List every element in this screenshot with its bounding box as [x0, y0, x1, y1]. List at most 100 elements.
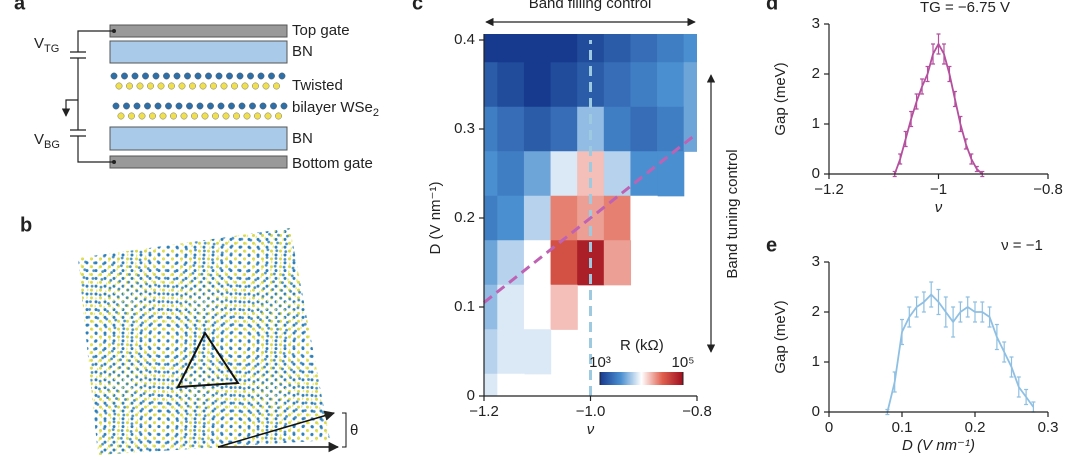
- colorbar: [600, 372, 683, 385]
- y-tick-label: 1: [812, 353, 820, 370]
- voltage-label: VBG: [34, 131, 60, 151]
- atom: [268, 72, 275, 80]
- heatmap-cell: [484, 284, 498, 330]
- atom: [238, 102, 246, 110]
- atom: [264, 112, 272, 120]
- data-line: [886, 293, 1035, 413]
- heatmap-cell: [630, 106, 658, 152]
- heatmap-cell: [523, 34, 552, 63]
- atom: [278, 72, 286, 80]
- ground-arrow: [61, 99, 78, 117]
- atom: [205, 72, 212, 80]
- heatmap-cell: [683, 106, 697, 152]
- heatmap-cell: [577, 151, 605, 197]
- atom: [186, 102, 193, 110]
- heatmap-cell: [657, 151, 685, 197]
- atom: [280, 102, 288, 110]
- y-tick-label: 0: [812, 403, 820, 420]
- atom: [152, 72, 160, 80]
- heatmap-cell: [550, 34, 578, 63]
- y-tick-label: 0.1: [454, 298, 475, 315]
- x-tick-label: −0.8: [682, 403, 712, 420]
- heatmap-cell: [523, 106, 552, 152]
- atom: [131, 72, 139, 80]
- heatmap-cell: [550, 284, 578, 330]
- atom: [226, 72, 233, 80]
- heatmap-cell: [657, 34, 685, 63]
- layer-label: BN: [292, 130, 313, 147]
- atom: [136, 82, 144, 90]
- y-tick-label: 3: [812, 15, 820, 32]
- atom: [128, 112, 135, 120]
- atom: [112, 102, 120, 110]
- colorbar-title: R (kΩ): [620, 337, 664, 354]
- heatmap-cell: [683, 34, 697, 63]
- heatmap-cell: [603, 34, 632, 63]
- atom: [241, 82, 249, 90]
- y-tick-label: 2: [812, 65, 820, 82]
- heatmap-cell: [484, 195, 498, 241]
- x-axis-label: ν: [587, 421, 595, 438]
- layer-label: Bottom gate: [292, 155, 373, 172]
- atom: [147, 82, 154, 90]
- atom: [201, 112, 209, 120]
- layer-label: Top gate: [292, 22, 350, 39]
- angle-arrow: [217, 410, 336, 448]
- atom: [254, 112, 261, 120]
- atom: [252, 82, 259, 90]
- atom: [165, 102, 172, 110]
- moire-cell: [176, 331, 240, 389]
- heatmap-cell: [523, 151, 552, 197]
- heatmap-cell: [484, 329, 498, 375]
- x-tick-label: 0.1: [892, 419, 913, 436]
- heatmap-cell: [484, 373, 498, 396]
- heatmap-cell: [497, 106, 525, 152]
- heatmap-cell: [497, 195, 525, 241]
- atom: [157, 82, 165, 90]
- bn-layer: [109, 40, 288, 64]
- layer-label: Twisted: [292, 77, 343, 94]
- atom: [207, 102, 214, 110]
- atom: [199, 82, 207, 90]
- atom: [270, 102, 277, 110]
- heatmap-cell: [523, 240, 552, 286]
- y-axis-label: D (V nm⁻¹): [427, 182, 444, 255]
- atom: [247, 72, 254, 80]
- heatmap-cell: [630, 195, 658, 241]
- heatmap-cell: [523, 62, 552, 108]
- atom: [215, 72, 223, 80]
- heatmap-cell: [497, 62, 525, 108]
- heatmap: [484, 34, 697, 396]
- atom: [184, 72, 191, 80]
- atom: [126, 82, 133, 90]
- heatmap-cell: [523, 329, 552, 375]
- atom: [191, 112, 198, 120]
- atom: [170, 112, 177, 120]
- atom: [144, 102, 151, 110]
- panel-letter: d: [766, 0, 778, 14]
- atom: [259, 102, 267, 110]
- top-gate: [109, 24, 288, 38]
- atom: [210, 82, 217, 90]
- atom: [133, 102, 141, 110]
- atom: [273, 82, 280, 90]
- chart-title: TG = −6.75 V: [920, 0, 1010, 16]
- y-tick-label: 0.2: [454, 209, 475, 226]
- voltage-label: VTG: [34, 35, 59, 55]
- annotation: Band filling control: [529, 0, 652, 12]
- x-tick-label: −1.0: [576, 403, 606, 420]
- y-tick-label: 0: [467, 387, 475, 404]
- panel-letter: e: [766, 234, 777, 256]
- panel: TG = −6.75 V −1.2 −1 −0.8 0 1 2 3 ν Gap (meV): [772, 0, 1063, 216]
- atom: [142, 72, 149, 80]
- x-axis-label: D (V nm⁻¹): [902, 437, 975, 454]
- atom: [180, 112, 188, 120]
- heatmap-cell: [550, 195, 578, 241]
- heatmap-cell: [484, 34, 498, 63]
- heatmap-cell: [497, 284, 525, 330]
- atom: [194, 72, 202, 80]
- heatmap-cell: [630, 34, 658, 63]
- heatmap-cell: [523, 284, 552, 330]
- atom: [217, 102, 225, 110]
